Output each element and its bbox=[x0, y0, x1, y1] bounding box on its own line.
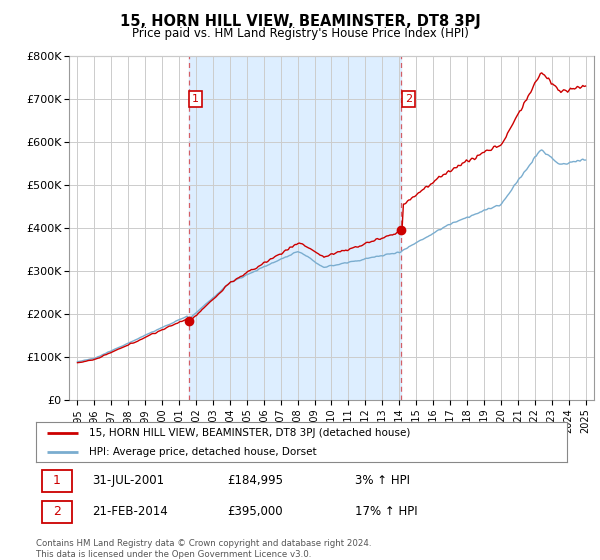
Text: £395,000: £395,000 bbox=[227, 506, 283, 519]
Text: 2: 2 bbox=[53, 506, 61, 519]
FancyBboxPatch shape bbox=[43, 501, 71, 523]
Text: Contains HM Land Registry data © Crown copyright and database right 2024.
This d: Contains HM Land Registry data © Crown c… bbox=[36, 539, 371, 559]
Text: £184,995: £184,995 bbox=[227, 474, 283, 487]
Text: 1: 1 bbox=[192, 94, 199, 104]
Text: Price paid vs. HM Land Registry's House Price Index (HPI): Price paid vs. HM Land Registry's House … bbox=[131, 27, 469, 40]
Text: 21-FEB-2014: 21-FEB-2014 bbox=[92, 506, 167, 519]
Bar bbox=[189, 56, 401, 400]
FancyBboxPatch shape bbox=[43, 470, 71, 492]
Text: 17% ↑ HPI: 17% ↑ HPI bbox=[355, 506, 417, 519]
Text: HPI: Average price, detached house, Dorset: HPI: Average price, detached house, Dors… bbox=[89, 447, 317, 457]
Text: 1: 1 bbox=[53, 474, 61, 487]
Text: 2: 2 bbox=[404, 94, 412, 104]
Text: 15, HORN HILL VIEW, BEAMINSTER, DT8 3PJ: 15, HORN HILL VIEW, BEAMINSTER, DT8 3PJ bbox=[119, 14, 481, 29]
Text: 31-JUL-2001: 31-JUL-2001 bbox=[92, 474, 164, 487]
Text: 3% ↑ HPI: 3% ↑ HPI bbox=[355, 474, 410, 487]
Text: 15, HORN HILL VIEW, BEAMINSTER, DT8 3PJ (detached house): 15, HORN HILL VIEW, BEAMINSTER, DT8 3PJ … bbox=[89, 428, 410, 437]
